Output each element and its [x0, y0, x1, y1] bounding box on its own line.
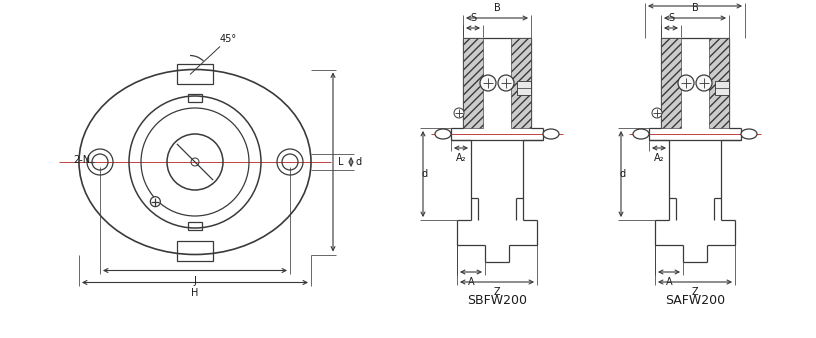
Circle shape — [652, 108, 662, 118]
Text: SBFW200: SBFW200 — [467, 293, 527, 307]
Bar — [709, 38, 729, 128]
Text: B₁: B₁ — [690, 0, 700, 1]
Text: A: A — [468, 277, 474, 287]
Bar — [188, 94, 202, 102]
Bar — [177, 64, 213, 83]
Text: B: B — [494, 3, 500, 13]
Bar — [511, 38, 531, 128]
Text: 2-N: 2-N — [73, 155, 91, 165]
Circle shape — [480, 75, 496, 91]
Bar — [517, 81, 531, 95]
Text: H: H — [191, 288, 198, 297]
Bar — [715, 81, 729, 95]
Text: L: L — [338, 157, 344, 167]
Ellipse shape — [633, 129, 649, 139]
Text: d: d — [620, 169, 626, 179]
Text: J: J — [193, 275, 197, 286]
Circle shape — [454, 108, 464, 118]
Text: d: d — [356, 157, 362, 167]
Text: Z: Z — [494, 287, 500, 297]
Text: A: A — [666, 277, 672, 287]
Bar — [188, 222, 202, 230]
Bar — [661, 38, 681, 128]
Text: d: d — [422, 169, 428, 179]
Bar — [177, 241, 213, 261]
Ellipse shape — [543, 129, 559, 139]
Text: Z: Z — [692, 287, 698, 297]
Text: S: S — [470, 13, 476, 23]
Ellipse shape — [741, 129, 757, 139]
Bar — [463, 38, 483, 128]
Text: 45°: 45° — [220, 34, 237, 45]
Circle shape — [696, 75, 712, 91]
Circle shape — [498, 75, 514, 91]
Ellipse shape — [435, 129, 451, 139]
Text: S: S — [668, 13, 674, 23]
Circle shape — [150, 197, 160, 207]
Text: SAFW200: SAFW200 — [665, 293, 725, 307]
Text: B: B — [692, 3, 698, 13]
Text: A₂: A₂ — [654, 153, 664, 163]
Circle shape — [678, 75, 694, 91]
Text: A₂: A₂ — [456, 153, 466, 163]
